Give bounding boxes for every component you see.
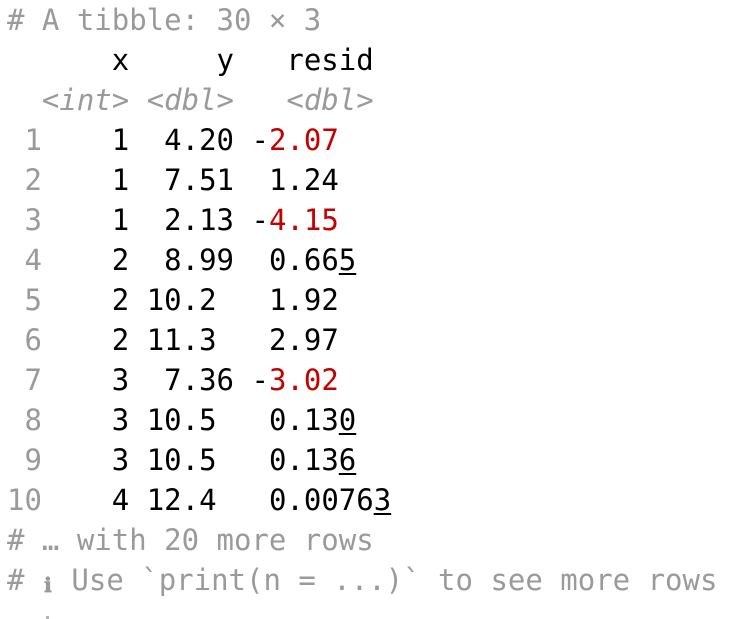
column-name-y: y — [129, 43, 234, 77]
row-index: 4 — [7, 243, 42, 277]
cell-resid: -4.15 — [251, 203, 339, 237]
cell-y: 8.99 — [129, 243, 234, 277]
cell-x: 1 — [41, 163, 130, 197]
resid-value-insignificant: 6 — [338, 443, 357, 477]
table-row: 2 1 7.51 1.24 — [7, 160, 339, 200]
cell-resid: 1.24 — [268, 163, 339, 197]
cell-resid: -2.07 — [251, 123, 339, 157]
cell-y: 11.3 — [129, 323, 234, 357]
column-type-y: <dbl> — [129, 83, 234, 117]
cell-x: 3 — [41, 403, 130, 437]
table-row: 3 1 2.13 -4.15 — [7, 200, 339, 240]
table-row: 1 1 4.20 -2.07 — [7, 120, 339, 160]
hint-prefix: # — [7, 563, 42, 597]
resid-value-negative: 4.15 — [268, 203, 339, 237]
column-type-row: <int> <dbl> <dbl> — [7, 80, 374, 120]
cell-resid: 0.130 — [268, 403, 357, 437]
table-row: 9 3 10.5 0.136 — [7, 440, 356, 480]
resid-value-negative: 3.02 — [268, 363, 339, 397]
column-type-x: <int> — [7, 83, 130, 117]
cell-resid: 0.00763 — [268, 483, 392, 517]
cell-x: 3 — [41, 443, 130, 477]
cell-x: 3 — [41, 363, 130, 397]
table-row: 4 2 8.99 0.665 — [7, 240, 356, 280]
column-header-row: x y resid — [7, 40, 374, 80]
cell-resid: 2.97 — [268, 323, 339, 357]
column-name-resid: resid — [233, 43, 374, 77]
row-index: 6 — [7, 323, 42, 357]
row-index: 7 — [7, 363, 42, 397]
cell-x: 1 — [41, 123, 130, 157]
cell-y: 7.51 — [129, 163, 234, 197]
table-row: 10 4 12.4 0.00763 — [7, 480, 391, 520]
cell-resid: 0.665 — [268, 243, 357, 277]
more-rows-note: # … with 20 more rows — [7, 523, 374, 557]
table-row: 6 2 11.3 2.97 — [7, 320, 339, 360]
info-icon: ℹ — [42, 565, 54, 619]
cell-x: 1 — [41, 203, 130, 237]
cell-y: 10.5 — [129, 403, 234, 437]
column-name-x: x — [7, 43, 130, 77]
cell-x: 2 — [41, 243, 130, 277]
row-index: 5 — [7, 283, 42, 317]
column-type-resid: <dbl> — [233, 83, 374, 117]
cell-y: 10.2 — [129, 283, 234, 317]
cell-y: 7.36 — [129, 363, 234, 397]
row-index: 9 — [7, 443, 42, 477]
print-hint: # ℹ Use `print(n = ...)` to see more row… — [7, 560, 718, 619]
cell-x: 4 — [41, 483, 130, 517]
resid-value-insignificant: 0 — [338, 403, 357, 437]
tibble-description: # A tibble: 30 × 3 — [7, 3, 322, 37]
cell-y: 2.13 — [129, 203, 234, 237]
row-index: 8 — [7, 403, 42, 437]
row-index: 10 — [7, 483, 42, 517]
cell-resid: 1.92 — [268, 283, 339, 317]
cell-x: 2 — [41, 283, 130, 317]
resid-value-insignificant: 3 — [373, 483, 392, 517]
row-index: 2 — [7, 163, 42, 197]
table-row: 8 3 10.5 0.130 — [7, 400, 356, 440]
row-index: 1 — [7, 123, 42, 157]
cell-y: 4.20 — [129, 123, 234, 157]
table-row: 5 2 10.2 1.92 — [7, 280, 339, 320]
row-index: 3 — [7, 203, 42, 237]
cell-y: 12.4 — [129, 483, 234, 517]
cell-x: 2 — [41, 323, 130, 357]
table-row: 7 3 7.36 -3.02 — [7, 360, 339, 400]
cell-resid: -3.02 — [251, 363, 339, 397]
cell-y: 10.5 — [129, 443, 234, 477]
resid-value-insignificant: 5 — [338, 243, 357, 277]
hint-text: Use `print(n = ...)` to see more rows — [53, 563, 718, 597]
cell-resid: 0.136 — [268, 443, 357, 477]
resid-value-negative: 2.07 — [268, 123, 339, 157]
